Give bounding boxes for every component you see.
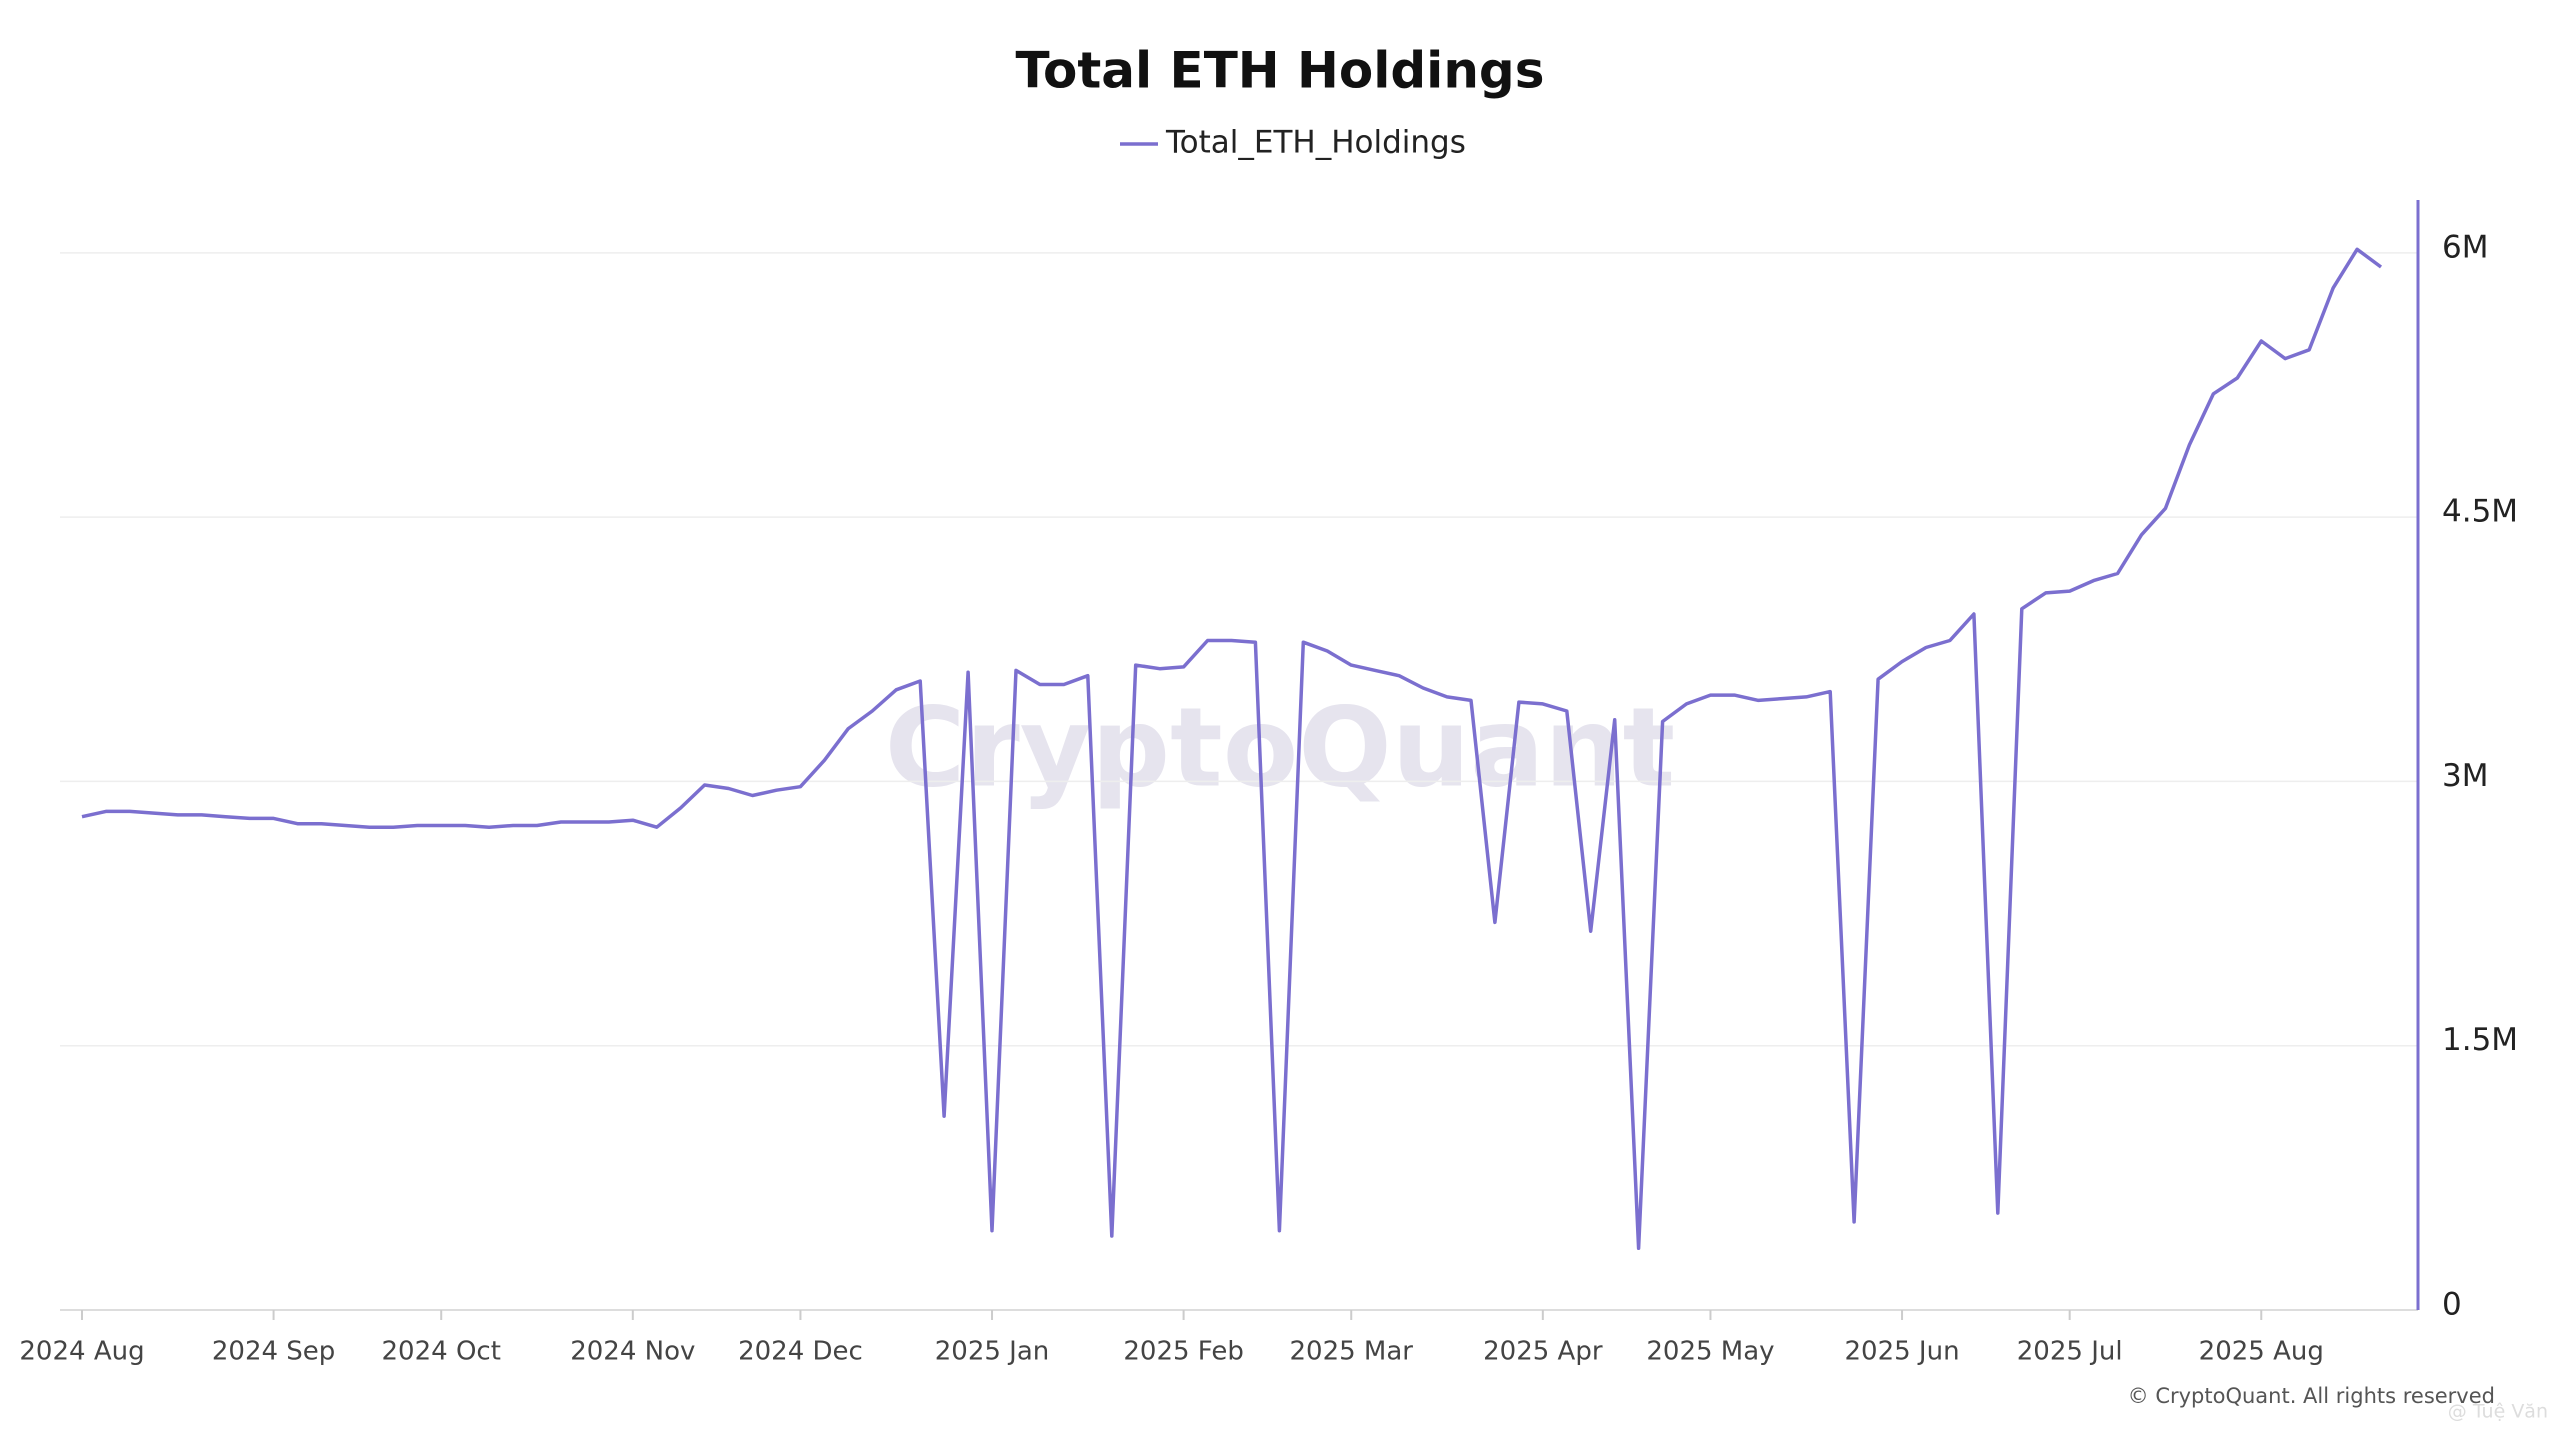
x-tick-label: 2025 Apr xyxy=(1483,1337,1603,1367)
y-tick-label: 6M xyxy=(2442,229,2488,265)
x-tick-label: 2025 Aug xyxy=(2199,1337,2324,1367)
y-tick-label: 3M xyxy=(2442,758,2488,794)
chart-title: Total ETH Holdings xyxy=(1016,42,1545,100)
y-tick-label: 4.5M xyxy=(2442,494,2518,530)
x-tick-label: 2025 Jun xyxy=(1845,1337,1960,1367)
credit: @ Tuệ Văn xyxy=(2448,1401,2548,1423)
footer: © CryptoQuant. All rights reserved xyxy=(2128,1384,2495,1408)
x-tick-label: 2025 May xyxy=(1646,1337,1774,1367)
x-tick-label: 2024 Dec xyxy=(738,1337,863,1367)
data-line xyxy=(81,247,2383,1251)
x-tick-label: 2025 Jul xyxy=(2017,1337,2123,1367)
x-tick-label: 2024 Nov xyxy=(570,1337,695,1367)
x-tick-label: 2024 Oct xyxy=(382,1337,501,1367)
y-tick-label: 0 xyxy=(2442,1287,2462,1323)
legend-label: Total_ETH_Holdings xyxy=(1165,125,1466,161)
x-tick-label: 2024 Sep xyxy=(212,1337,335,1367)
watermark: CryptoQuant xyxy=(885,683,1676,811)
y-tick-label: 1.5M xyxy=(2442,1022,2518,1058)
x-tick-label: 2024 Aug xyxy=(19,1337,144,1367)
x-tick-label: 2025 Feb xyxy=(1123,1337,1243,1367)
x-tick-label: 2025 Mar xyxy=(1289,1337,1413,1367)
x-tick-label: 2025 Jan xyxy=(935,1337,1050,1367)
